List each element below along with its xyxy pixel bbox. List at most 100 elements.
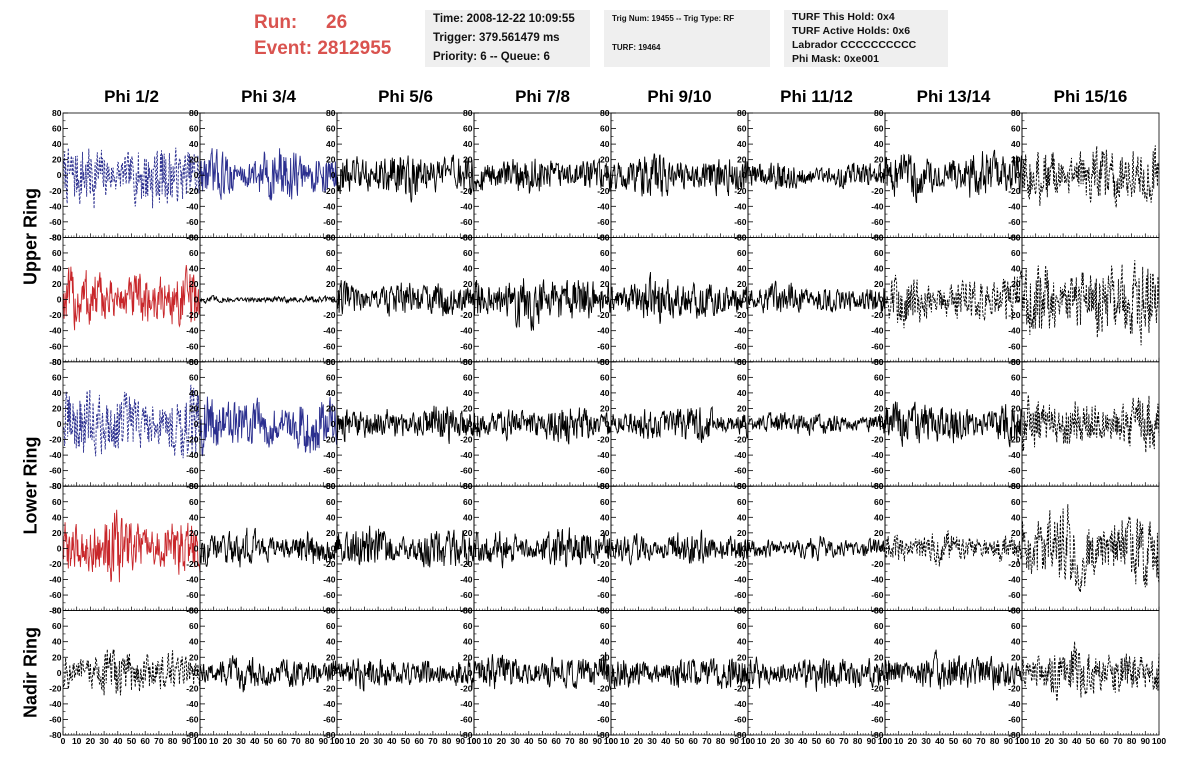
y-tick-label: 20 [326, 279, 336, 289]
x-tick-label: 60 [962, 736, 972, 746]
y-tick-label: 80 [326, 357, 336, 367]
y-tick-label: 80 [326, 481, 336, 491]
x-tick-label: 20 [360, 736, 370, 746]
run-event-block: Run: 26 Event: 2812955 [254, 10, 391, 62]
y-tick-label: 60 [600, 497, 610, 507]
y-tick-label: 0 [742, 295, 747, 305]
x-tick-label: 20 [771, 736, 781, 746]
y-tick-label: 80 [326, 232, 336, 242]
y-tick-label: 20 [52, 155, 62, 165]
y-tick-label: 60 [600, 621, 610, 631]
waveform-trace [747, 162, 886, 190]
y-tick-label: -60 [49, 217, 62, 227]
x-tick-label: 0 [609, 736, 614, 746]
y-tick-label: 80 [1011, 481, 1021, 491]
y-tick-label: -60 [597, 714, 610, 724]
y-tick-label: 40 [463, 637, 473, 647]
y-tick-label: 60 [1011, 248, 1021, 258]
y-tick-label: -40 [871, 201, 884, 211]
y-tick-label: 40 [52, 388, 62, 398]
y-tick-label: 0 [194, 419, 199, 429]
y-tick-label: 40 [463, 139, 473, 149]
x-tick-label: 50 [1086, 736, 1096, 746]
y-tick-label: -20 [460, 435, 473, 445]
waveform-trace [199, 148, 338, 201]
y-tick-label: 20 [463, 279, 473, 289]
phi-column-label: Phi 13/14 [916, 87, 991, 106]
waveform-trace [199, 294, 338, 305]
y-tick-label: 40 [52, 637, 62, 647]
y-tick-label: 20 [737, 652, 747, 662]
y-tick-label: 40 [189, 264, 199, 274]
y-tick-label: 60 [1011, 497, 1021, 507]
x-tick-label: 40 [798, 736, 808, 746]
y-tick-label: -40 [734, 450, 747, 460]
y-tick-label: 80 [189, 108, 199, 118]
trigger-line: Trigger: 379.561479 ms [433, 32, 560, 44]
y-tick-label: 60 [463, 248, 473, 258]
y-tick-label: 0 [331, 543, 336, 553]
x-tick-label: 90 [1004, 736, 1014, 746]
y-tick-label: 0 [742, 543, 747, 553]
priority-line: Priority: 6 -- Queue: 6 [433, 51, 550, 63]
waveform-trace [610, 529, 749, 566]
x-tick-label: 30 [99, 736, 109, 746]
trig-num-line: Trig Num: 19455 -- Trig Type: RF [612, 14, 735, 23]
waveform-trace [336, 280, 475, 317]
y-tick-label: -20 [49, 435, 62, 445]
y-tick-label: 20 [600, 155, 610, 165]
phi-column-label: Phi 7/8 [515, 87, 570, 106]
y-tick-label: 20 [737, 155, 747, 165]
y-tick-label: 80 [874, 606, 884, 616]
phi-mask-line: Phi Mask: 0xe001 [792, 53, 879, 65]
y-tick-label: 80 [600, 108, 610, 118]
x-tick-label: 30 [784, 736, 794, 746]
y-tick-label: -20 [323, 435, 336, 445]
y-tick-label: 20 [463, 403, 473, 413]
x-tick-label: 60 [414, 736, 424, 746]
waveform-trace [747, 412, 886, 436]
y-tick-label: 40 [600, 512, 610, 522]
y-tick-label: -20 [871, 683, 884, 693]
y-tick-label: 20 [326, 652, 336, 662]
y-tick-label: 40 [1011, 388, 1021, 398]
x-tick-label: 60 [1099, 736, 1109, 746]
y-tick-label: 20 [1011, 403, 1021, 413]
y-tick-label: 60 [874, 497, 884, 507]
y-tick-label: 0 [742, 668, 747, 678]
y-tick-label: 20 [1011, 528, 1021, 538]
waveform-trace [747, 280, 886, 314]
y-tick-label: -60 [49, 590, 62, 600]
waveform-trace [473, 651, 612, 691]
y-tick-label: -60 [1008, 466, 1021, 476]
y-tick-label: -60 [49, 341, 62, 351]
y-tick-label: -80 [734, 730, 747, 740]
x-tick-label: 90 [182, 736, 192, 746]
x-tick-label: 100 [741, 736, 755, 746]
y-tick-label: 80 [189, 606, 199, 616]
y-tick-label: -60 [186, 714, 199, 724]
y-tick-label: -60 [460, 466, 473, 476]
y-tick-label: 80 [189, 357, 199, 367]
y-tick-label: 0 [1016, 170, 1021, 180]
waveform-trace [62, 384, 201, 459]
x-tick-label: 40 [1072, 736, 1082, 746]
y-tick-label: 20 [463, 155, 473, 165]
y-tick-label: -40 [323, 575, 336, 585]
y-tick-label: -80 [186, 730, 199, 740]
y-tick-label: 0 [879, 543, 884, 553]
y-tick-label: 0 [331, 170, 336, 180]
waveform-trace [884, 649, 1023, 691]
y-tick-label: 80 [326, 108, 336, 118]
y-tick-label: -40 [871, 575, 884, 585]
y-tick-label: -40 [186, 575, 199, 585]
y-tick-label: -20 [460, 186, 473, 196]
y-tick-label: 0 [605, 295, 610, 305]
y-tick-label: -40 [49, 699, 62, 709]
panel-frame [610, 236, 749, 363]
y-tick-label: -40 [1008, 201, 1021, 211]
x-tick-label: 40 [387, 736, 397, 746]
y-tick-label: -40 [323, 326, 336, 336]
